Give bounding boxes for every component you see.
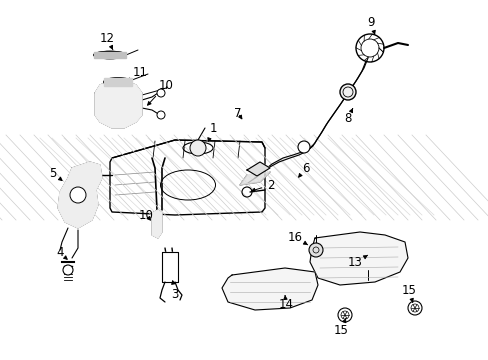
Polygon shape [309,232,407,285]
Text: 7: 7 [234,107,242,120]
Text: 10: 10 [138,208,153,221]
Text: 1: 1 [207,122,216,141]
Polygon shape [246,162,269,176]
Circle shape [407,301,421,315]
Circle shape [308,243,323,257]
Polygon shape [247,58,367,183]
Polygon shape [152,210,162,238]
Text: 9: 9 [366,15,374,34]
Text: 16: 16 [287,230,307,245]
Text: 3: 3 [171,281,178,301]
Circle shape [157,111,164,119]
Circle shape [157,89,164,97]
Circle shape [339,84,355,100]
Polygon shape [162,252,178,282]
Polygon shape [94,52,126,58]
Text: 4: 4 [56,247,67,260]
Polygon shape [240,172,269,185]
Text: 14: 14 [278,296,293,311]
Circle shape [337,308,351,322]
Text: 15: 15 [401,284,416,302]
Text: 15: 15 [333,318,348,337]
Circle shape [70,187,86,203]
Text: 8: 8 [344,109,352,125]
Ellipse shape [104,78,132,86]
Text: 6: 6 [298,162,309,177]
Text: 10: 10 [147,78,173,105]
Circle shape [297,141,309,153]
Text: 13: 13 [347,255,367,270]
Polygon shape [110,140,264,215]
Polygon shape [58,162,102,228]
Polygon shape [104,78,132,86]
Text: 12: 12 [99,32,114,50]
Polygon shape [222,268,317,310]
Polygon shape [95,80,142,128]
Text: 5: 5 [49,166,62,181]
Circle shape [190,140,205,156]
Text: 11: 11 [127,66,147,82]
Ellipse shape [94,51,126,59]
Circle shape [63,265,73,275]
Text: 2: 2 [251,179,274,192]
